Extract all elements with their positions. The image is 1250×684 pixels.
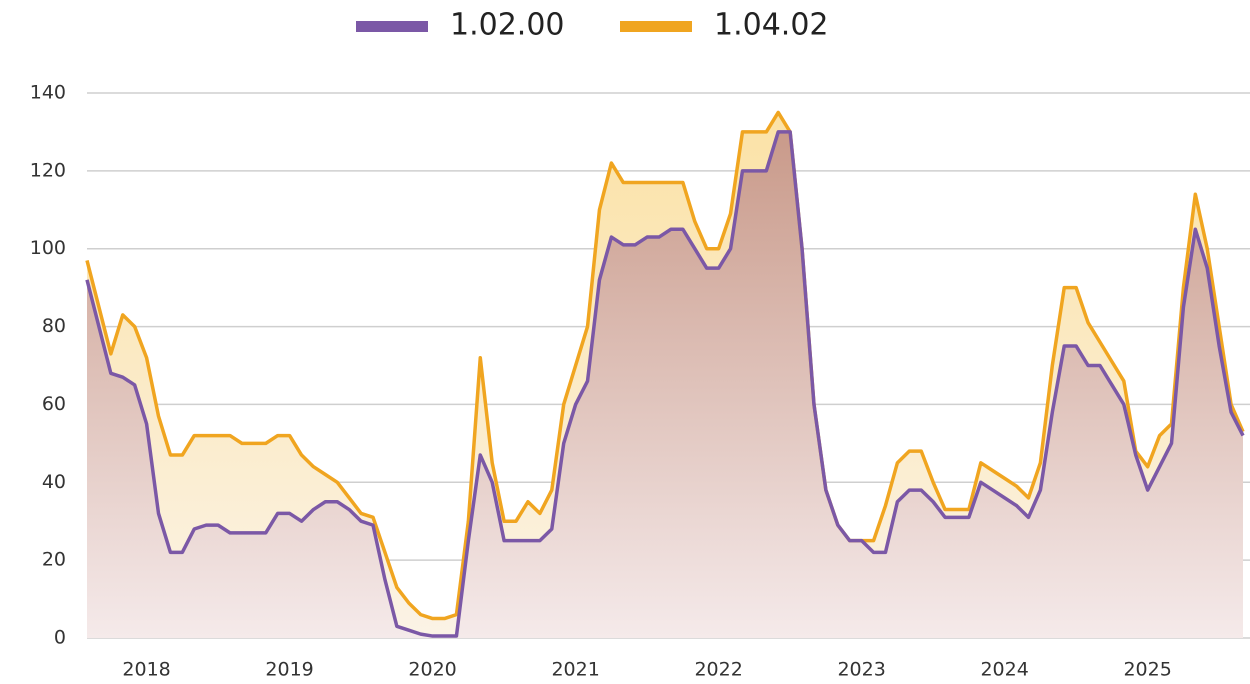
y-tick-label: 0 [54, 627, 66, 649]
x-tick-label: 2019 [265, 659, 313, 681]
series-line [85, 110, 1245, 621]
legend-swatch [620, 21, 692, 32]
legend-label: 1.04.02 [714, 8, 829, 43]
x-tick-label: 2023 [837, 659, 885, 681]
area-fill [87, 131, 1243, 638]
x-tick-label: 2021 [551, 659, 599, 681]
legend-swatch [356, 21, 428, 32]
y-tick-label: 100 [30, 237, 66, 259]
x-tick-label: 2025 [1123, 659, 1171, 681]
series-line [85, 130, 1245, 638]
y-tick-label: 120 [30, 159, 66, 181]
legend-label: 1.02.00 [450, 8, 565, 43]
y-tick-label: 60 [42, 393, 66, 415]
y-tick-label: 80 [42, 315, 66, 337]
x-tick-label: 2024 [980, 659, 1028, 681]
y-tick-label: 40 [42, 471, 66, 493]
y-tick-label: 140 [30, 82, 66, 104]
y-tick-label: 20 [42, 549, 66, 571]
x-tick-label: 2022 [694, 659, 742, 681]
x-tick-label: 2018 [122, 659, 170, 681]
x-tick-label: 2020 [408, 659, 456, 681]
